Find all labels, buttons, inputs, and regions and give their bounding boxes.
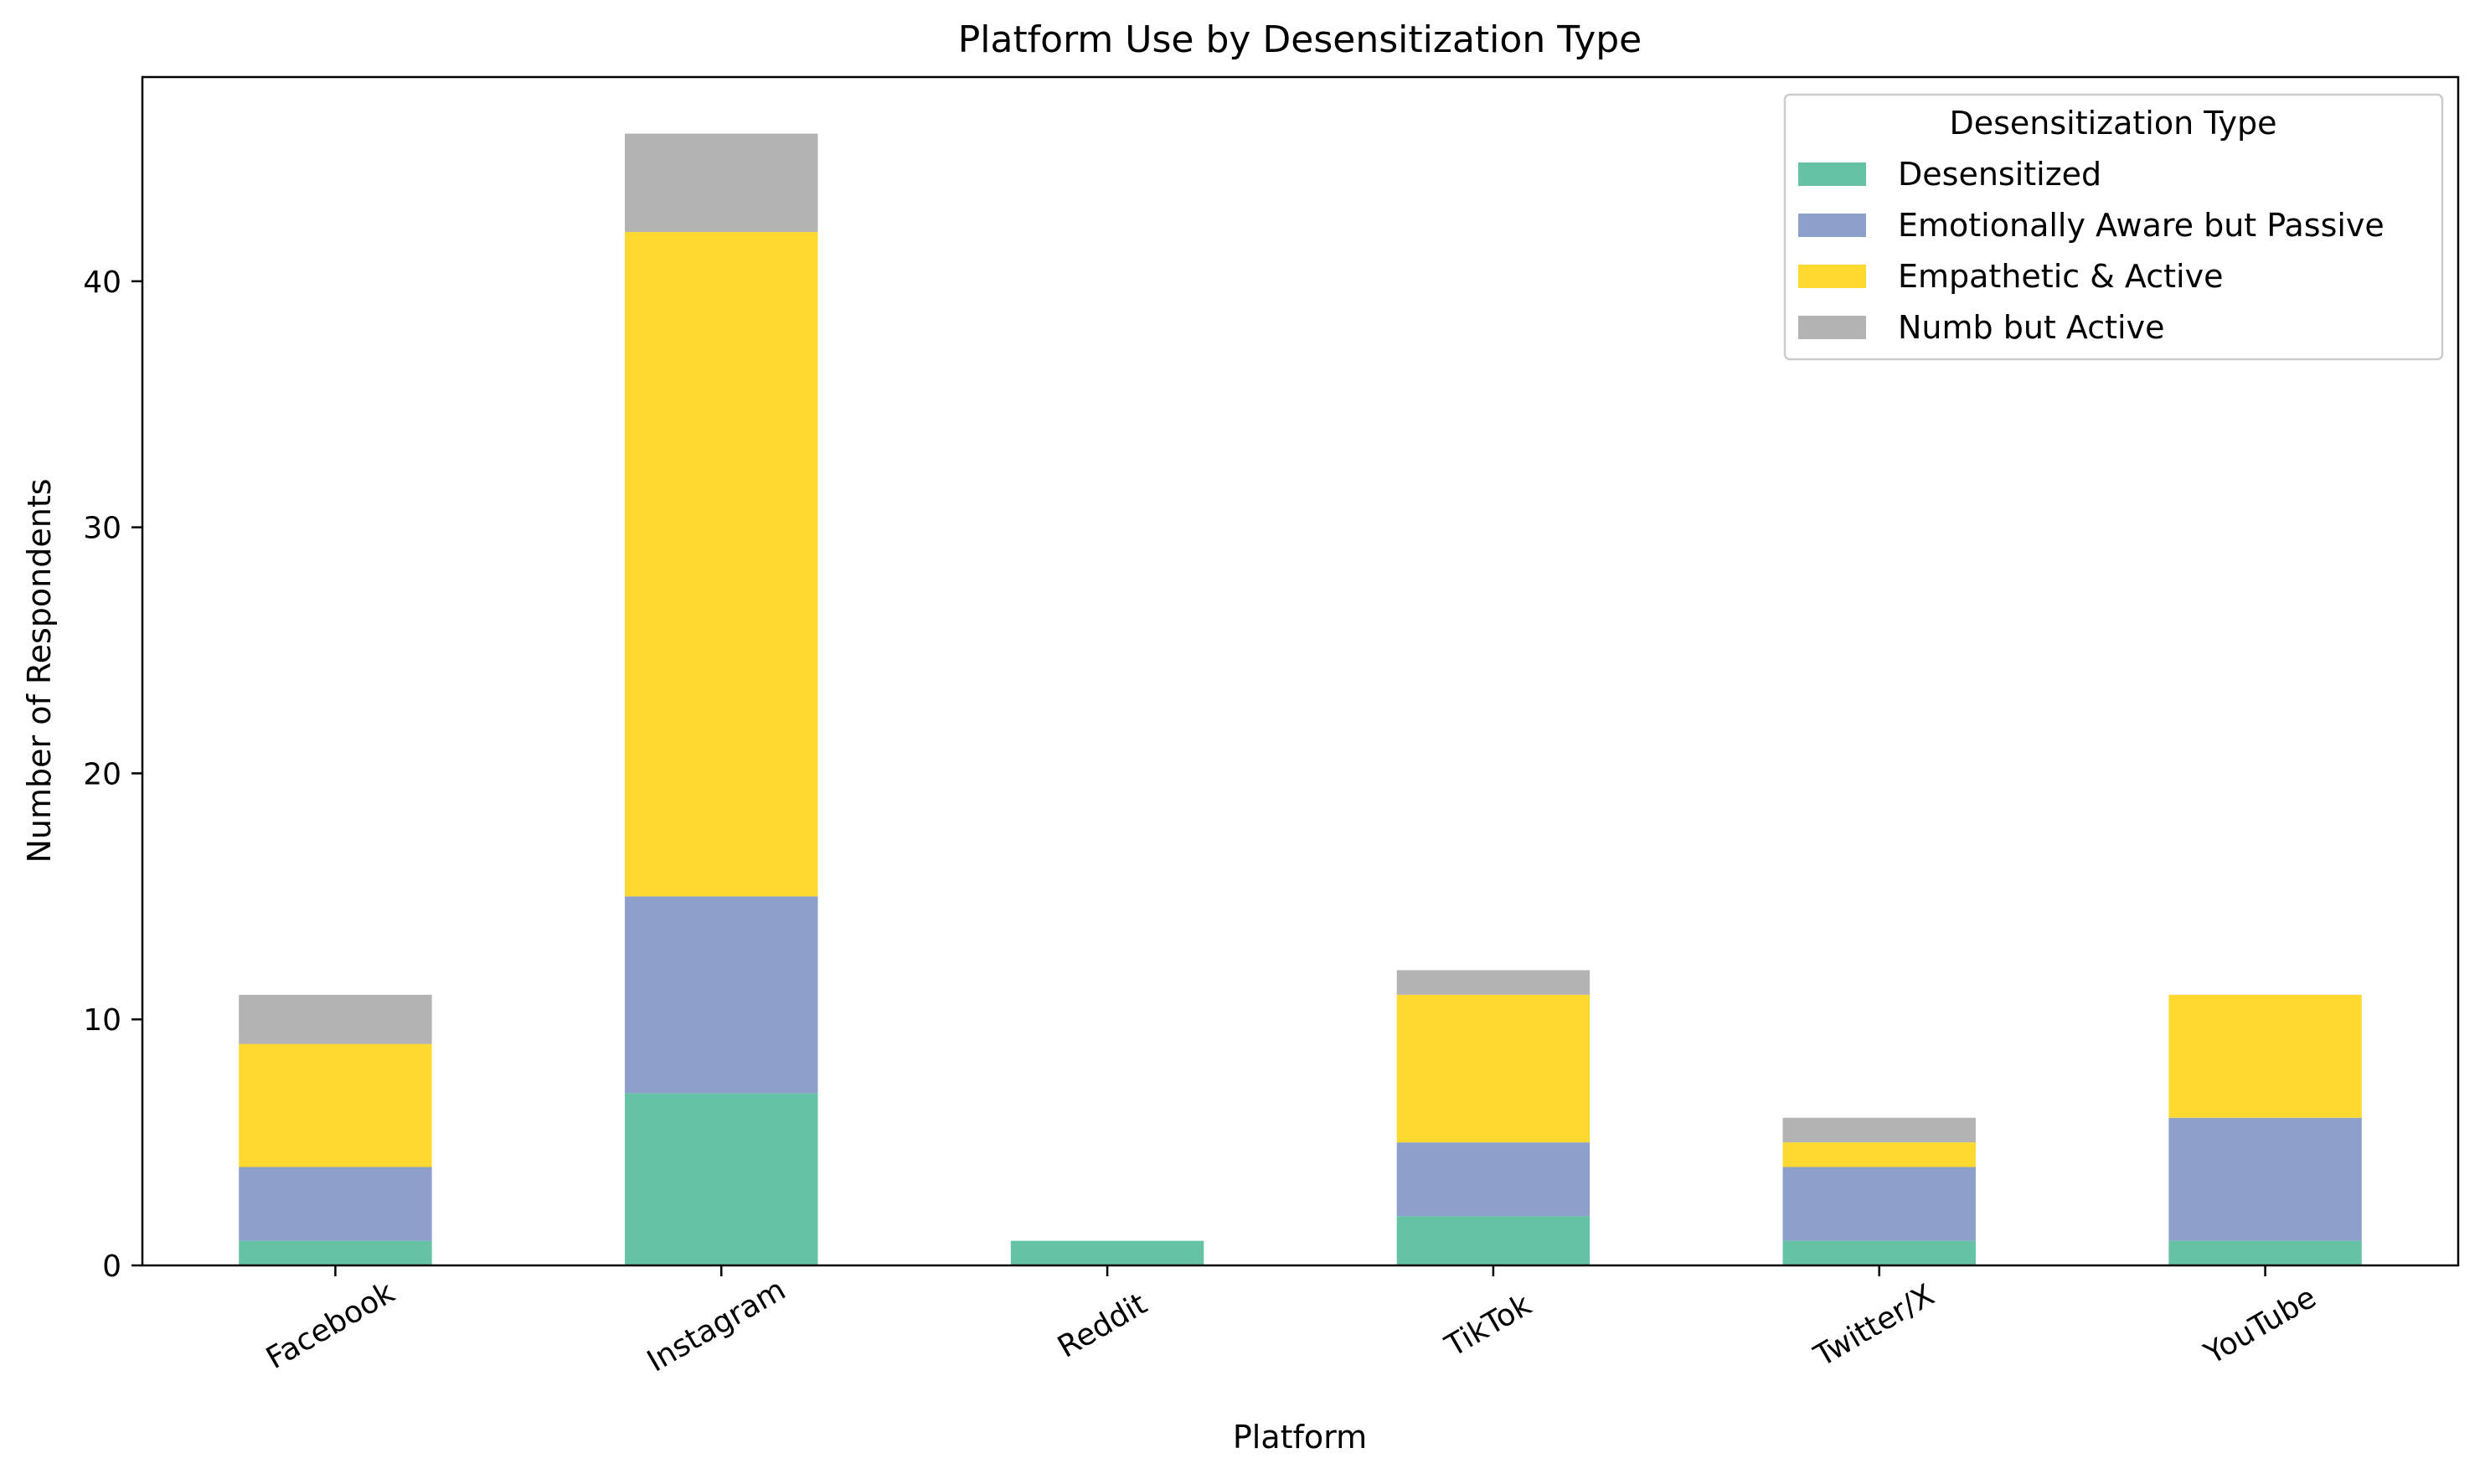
bar-segment	[1782, 1142, 1976, 1167]
legend-label: Numb but Active	[1898, 309, 2164, 346]
legend-label: Desensitized	[1898, 156, 2101, 193]
y-tick-label: 40	[83, 265, 121, 300]
bar-segment	[1396, 1216, 1591, 1265]
legend-entries: Desensitized Emotionally Aware but Passiv…	[1798, 156, 2384, 346]
legend-label: Empathetic & Active	[1898, 258, 2223, 295]
legend-swatch	[1798, 265, 1866, 288]
legend-swatch	[1798, 316, 1866, 339]
bar-segment	[1396, 1142, 1591, 1217]
x-axis-label: Platform	[1233, 1419, 1367, 1456]
legend-title: Desensitization Type	[1949, 105, 2276, 142]
bar-segment	[2168, 1117, 2362, 1241]
bar-segment	[239, 1167, 432, 1241]
bar-segment	[625, 133, 818, 233]
y-tick-label: 20	[83, 757, 121, 791]
y-axis-label: Number of Respondents	[21, 478, 58, 863]
legend-box	[1783, 93, 2444, 361]
bar-segment	[2168, 994, 2362, 1118]
bar-segment	[239, 994, 432, 1044]
plot-frame	[141, 75, 2460, 1267]
legend: Desensitization Type Desensitized Emotion…	[1783, 93, 2444, 361]
legend-swatch	[1798, 162, 1866, 186]
bar-segment	[239, 1043, 432, 1167]
y-tick-label: 10	[83, 1003, 121, 1038]
bar-segment	[239, 1240, 432, 1265]
bar-segment	[625, 232, 818, 897]
bars-layer	[239, 133, 2362, 1265]
bar-segment	[625, 896, 818, 1094]
bar-segment	[1782, 1240, 1976, 1265]
bar-segment	[1396, 970, 1591, 995]
bar-segment	[1396, 994, 1591, 1143]
bar-segment	[1782, 1117, 1976, 1143]
y-tick-label: 0	[102, 1250, 121, 1284]
bar-segment	[625, 1093, 818, 1265]
bar-segment	[1010, 1240, 1204, 1265]
y-tick-label: 30	[83, 512, 121, 546]
y-axis: 0 10 20 30 40	[83, 265, 142, 1284]
legend-swatch	[1798, 214, 1866, 237]
legend-label: Emotionally Aware but Passive	[1898, 207, 2384, 244]
chart-title: Platform Use by Desensitization Type	[958, 18, 1642, 61]
bar-segment	[2168, 1240, 2362, 1265]
bar-segment	[1782, 1167, 1976, 1241]
